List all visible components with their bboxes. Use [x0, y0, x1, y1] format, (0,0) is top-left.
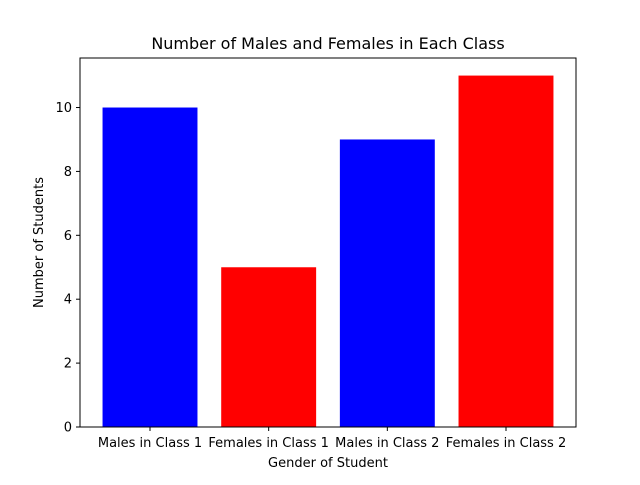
bar-1 — [102, 107, 198, 428]
y-tick-label: 8 — [64, 165, 72, 180]
bar-4 — [458, 75, 554, 428]
bar-3 — [339, 139, 435, 427]
y-tick-label: 0 — [64, 421, 72, 436]
y-tick-label: 4 — [64, 293, 72, 308]
x-tick-label: Males in Class 1 — [98, 436, 202, 451]
axes-frame — [79, 57, 577, 428]
chart-title: Number of Males and Females in Each Clas… — [151, 34, 504, 53]
x-axis-label: Gender of Student — [268, 456, 388, 471]
y-tick-label: 2 — [64, 357, 72, 372]
y-tick-label: 10 — [55, 101, 72, 116]
x-axis: Males in Class 1 Females in Class 1 Males … — [98, 427, 566, 451]
x-tick-label: Females in Class 2 — [446, 436, 567, 451]
x-tick-label: Males in Class 2 — [335, 436, 439, 451]
y-tick-label: 6 — [64, 229, 72, 244]
x-tick-label: Females in Class 1 — [208, 436, 329, 451]
plot-area — [102, 75, 554, 428]
y-axis-label: Number of Students — [32, 177, 47, 308]
y-axis: 0 2 4 6 8 10 — [55, 101, 80, 436]
bar-2 — [221, 267, 317, 427]
